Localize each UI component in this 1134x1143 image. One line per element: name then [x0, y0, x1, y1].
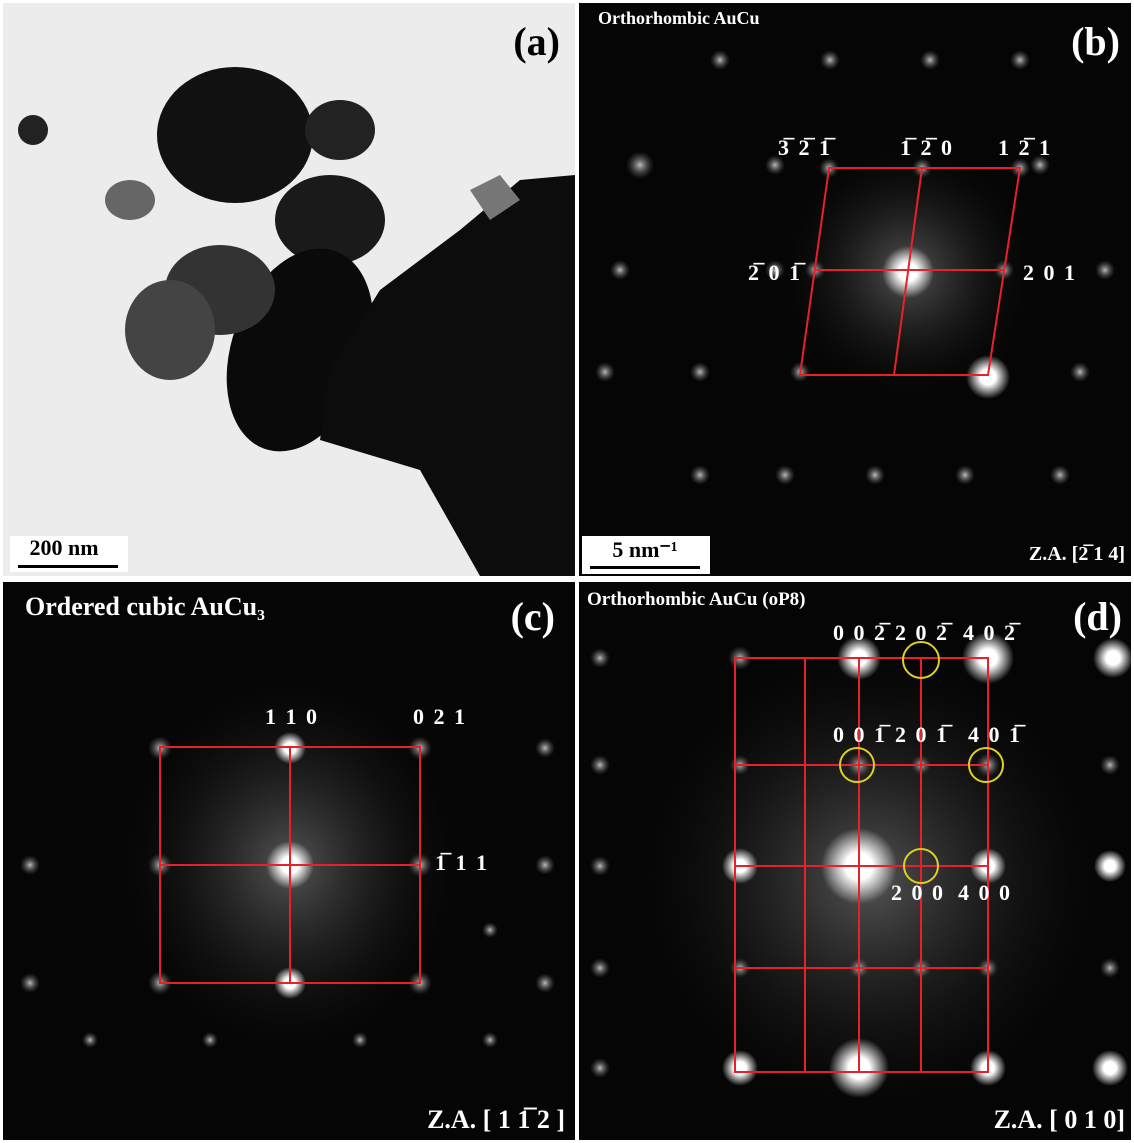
spot-index: 0 0 2̅ — [833, 620, 891, 645]
panel-label: (b) — [1071, 19, 1120, 64]
spot-index: 2 0 0 — [891, 880, 945, 905]
panel-d: Orthorhombic AuCu (oP8) (d) 0 0 2̅ 2 0 2… — [579, 582, 1133, 1140]
spot-index: 1̅ 1 1 — [435, 850, 489, 875]
figure: 200 nm (a) Orthorhombic AuCu (b) 3̅ 2̅ 1… — [0, 0, 1134, 1143]
spot-index: 2 0 1 — [1023, 260, 1077, 285]
spot-index: 2 0 1̅ — [895, 722, 953, 747]
spot-index: 2̅ 0 1̅ — [748, 260, 806, 285]
zone-axis: Z.A. [ 0 1 0] — [994, 1105, 1125, 1134]
panel-c: Ordered cubic AuCu₃ (c) 1 1 0 0 2 1 1̅ 1… — [3, 582, 575, 1140]
spot-index: 2 0 2̅ — [895, 620, 953, 645]
panel-title: Orthorhombic AuCu (oP8) — [587, 589, 806, 610]
panel-label: (d) — [1073, 594, 1122, 639]
spot-index: 4 0 0 — [958, 880, 1012, 905]
spot-index: 1 2̅ 1 — [998, 135, 1052, 160]
spot-index: 1 1 0 — [265, 704, 319, 729]
panel-title: Orthorhombic AuCu — [598, 8, 760, 28]
spot-index: 4 0 1̅ — [968, 722, 1026, 747]
spot-index: 1̅ 2̅ 0 — [900, 135, 954, 160]
zone-axis: Z.A. [ 1 1̅ 2 ] — [427, 1105, 565, 1134]
scale-bar-label: 200 nm — [29, 535, 98, 560]
spot-index: 0 0 1̅ — [833, 722, 891, 747]
spot-index: 3̅ 2̅ 1̅ — [778, 135, 836, 160]
zone-axis: Z.A. [2̅ 1 4] — [1029, 543, 1125, 565]
panel-title: Ordered cubic AuCu₃ — [25, 592, 265, 621]
panel-b: Orthorhombic AuCu (b) 3̅ 2̅ 1̅ 1̅ 2̅ 0 1… — [579, 3, 1131, 576]
scale-bar-label: 5 nm⁻¹ — [612, 537, 677, 562]
spot-index: 0 2 1 — [413, 704, 467, 729]
panel-label: (c) — [511, 594, 555, 639]
spot-index: 4 0 2̅ — [963, 620, 1021, 645]
panel-a: 200 nm (a) — [3, 3, 575, 576]
panel-label: (a) — [513, 19, 560, 64]
